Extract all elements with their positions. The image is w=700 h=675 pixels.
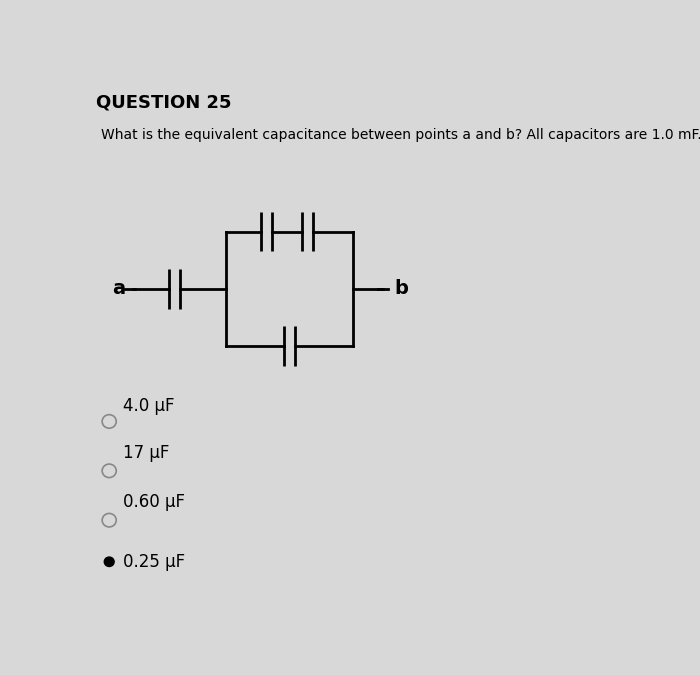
Text: b: b — [394, 279, 408, 298]
Circle shape — [104, 557, 114, 566]
Text: 4.0 μF: 4.0 μF — [122, 397, 174, 415]
Text: QUESTION 25: QUESTION 25 — [96, 94, 231, 112]
Text: 0.60 μF: 0.60 μF — [122, 493, 185, 511]
Text: 0.25 μF: 0.25 μF — [122, 553, 185, 571]
Text: a: a — [112, 279, 125, 298]
Text: What is the equivalent capacitance between points a and b? All capacitors are 1.: What is the equivalent capacitance betwe… — [101, 128, 700, 142]
Text: 17 μF: 17 μF — [122, 443, 169, 462]
